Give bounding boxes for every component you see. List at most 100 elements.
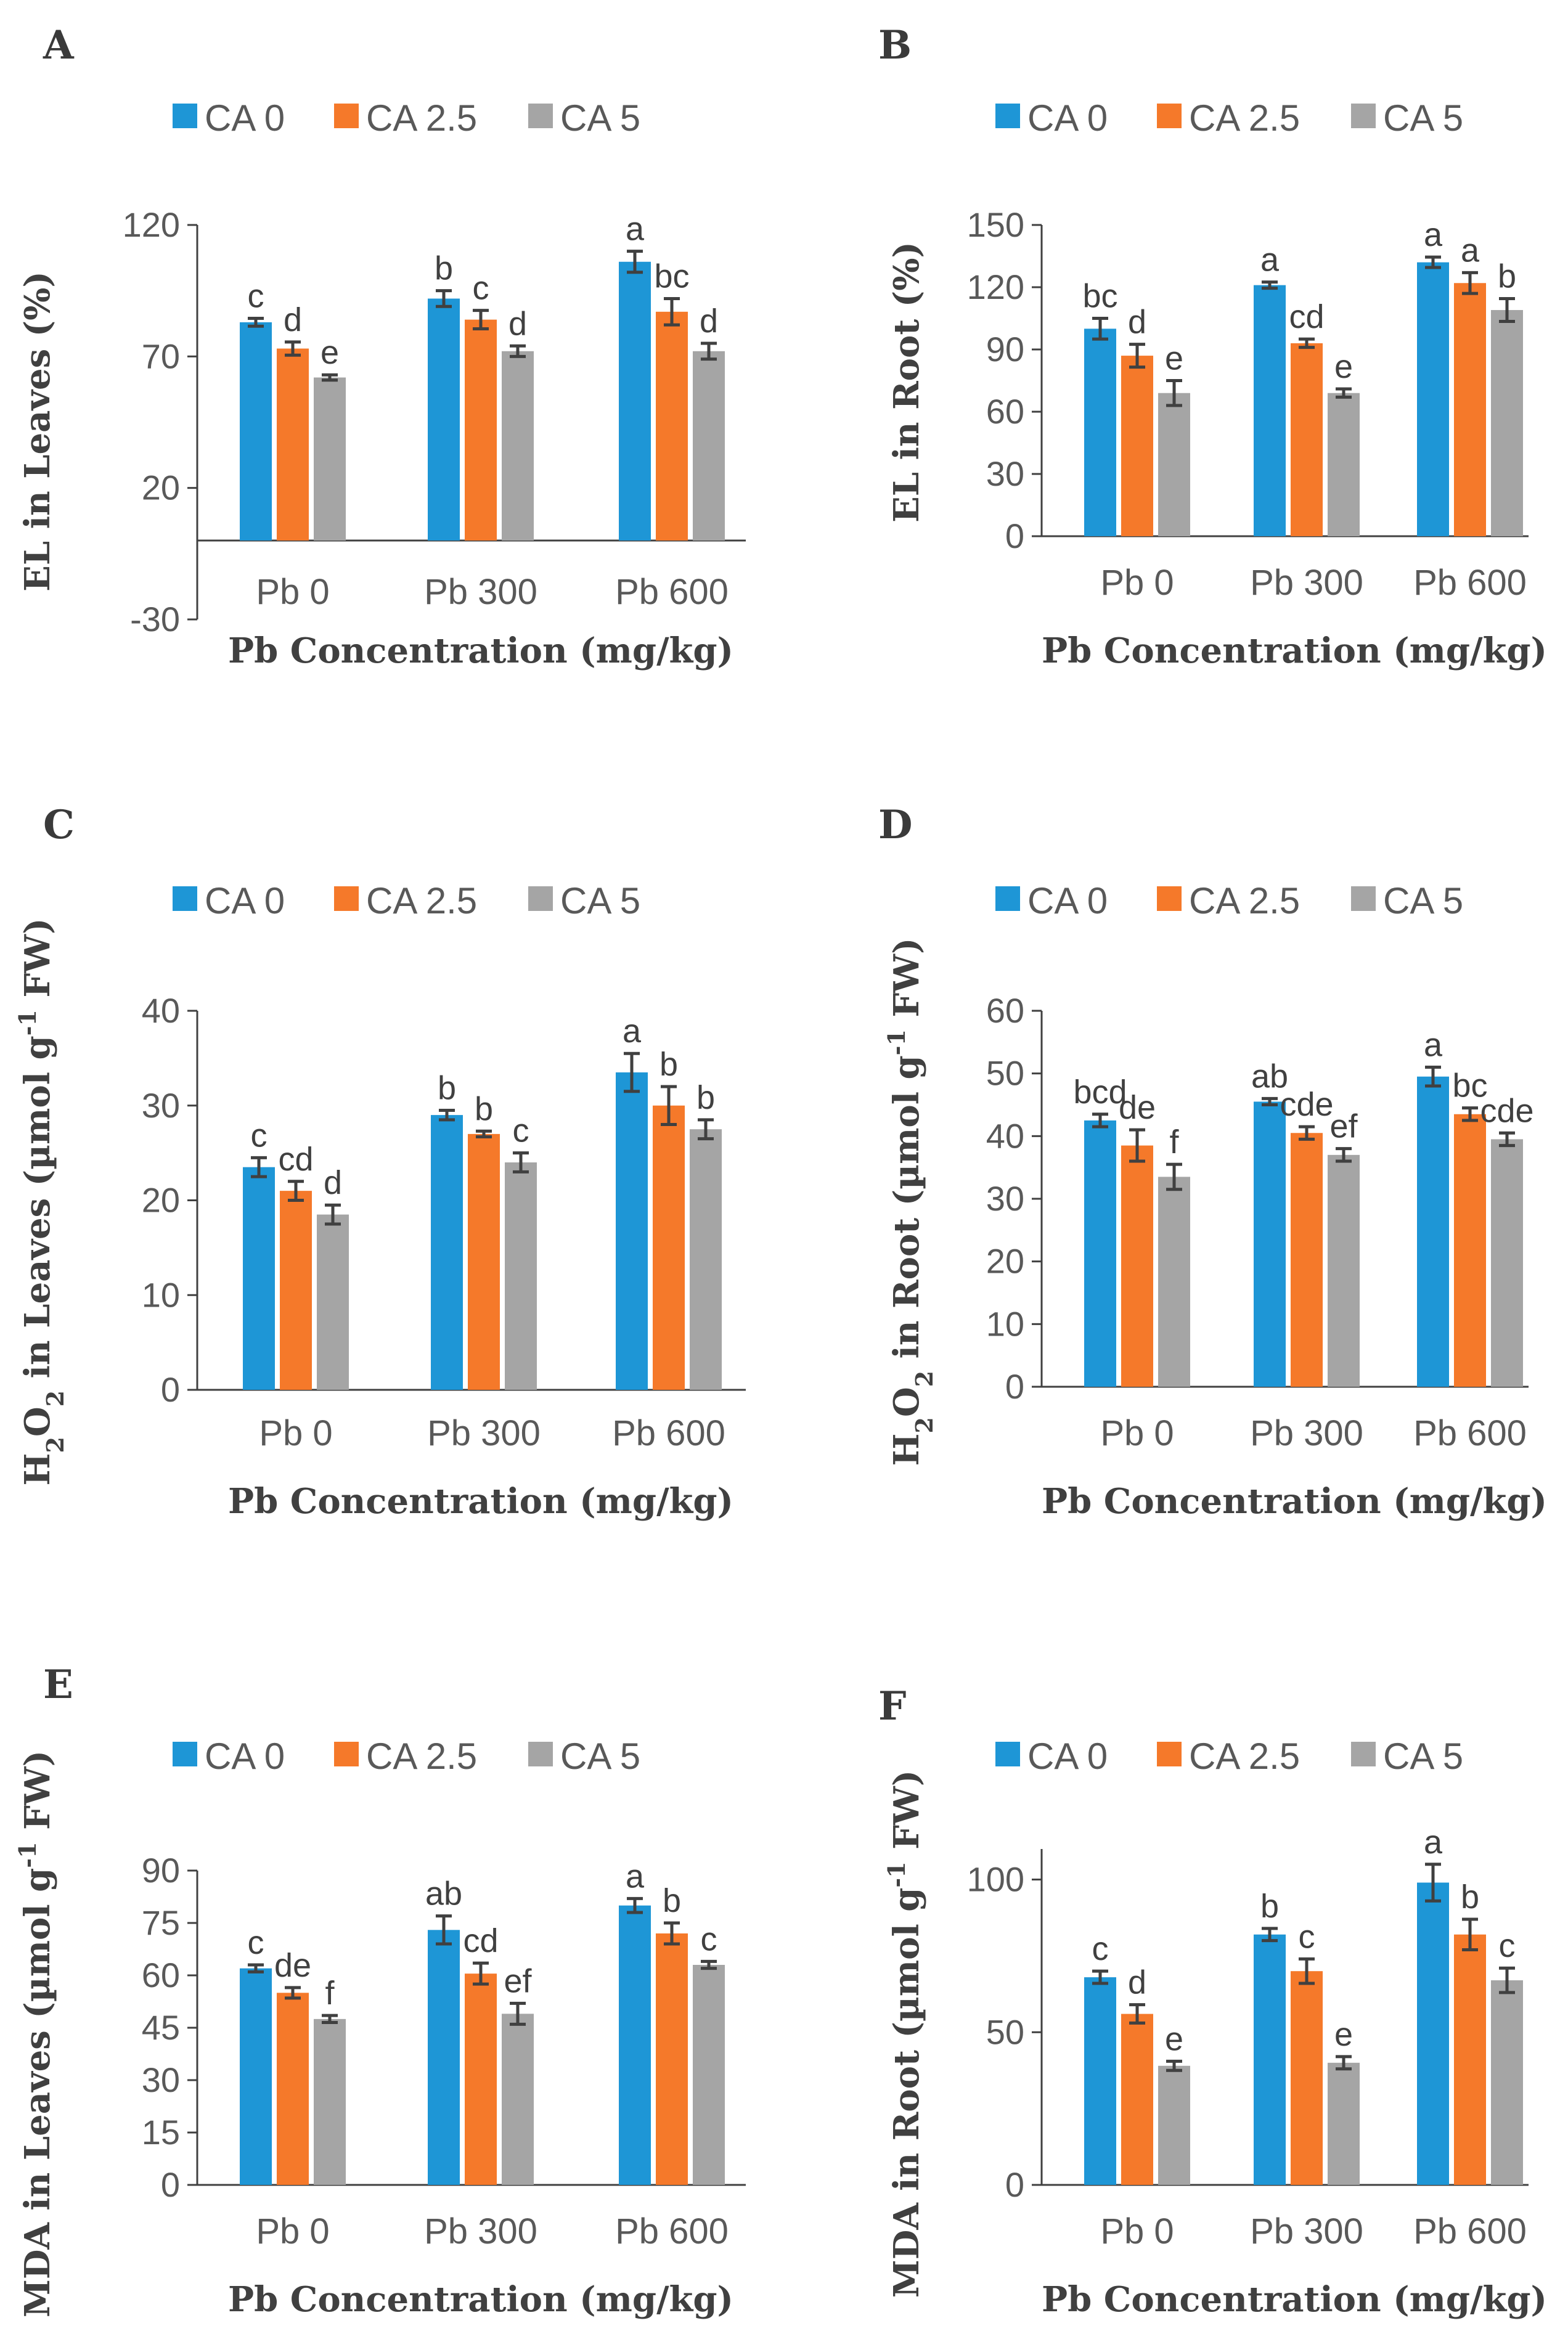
significance-label: e [321,334,339,371]
legend: CA 0 CA 2.5 CA 5 [173,97,640,139]
bar [502,2014,534,2185]
significance-label: ef [1329,1108,1358,1145]
legend-label: CA 5 [1383,1736,1463,1777]
legend-label: CA 2.5 [366,880,477,921]
x-category-label: Pb 300 [424,2211,537,2251]
panel-letter: D [878,802,913,848]
legend-swatch [1157,104,1182,128]
x-axis-title: Pb Concentration (mg/kg) [1042,2279,1547,2320]
bar [1291,343,1323,536]
significance-label: a [626,211,645,248]
y-tick-label: 20 [142,468,180,507]
bar [693,351,725,541]
bar [1254,1934,1286,2185]
y-axis-title-part: FW) [886,1770,927,1862]
x-category-label: Pb 600 [1413,1413,1527,1453]
y-axis-title-part: FW) [17,918,58,1010]
y-tick-label: 120 [967,267,1024,306]
bar [1417,1882,1449,2185]
y-axis-title-part: FW) [886,937,927,1029]
x-category-label: Pb 600 [615,572,729,612]
panel-letter: E [43,1662,73,1708]
chart-panel-b: B CA 0 CA 2.5 CA 5 0 30 60 90 120 150 Pb 0 Pb 300 Pb… [878,22,1547,671]
bar [465,319,497,541]
x-axis-title: Pb Concentration (mg/kg) [1042,1481,1547,1522]
y-tick-label: 40 [986,1116,1024,1155]
legend-swatch [995,886,1020,911]
bar [653,1105,685,1390]
legend-swatch [173,886,197,911]
y-tick-label: 15 [142,2113,180,2152]
chart-panel-c: C CA 0 CA 2.5 CA 5 0 10 20 30 40 Pb 0 Pb 300 Pb 600… [14,802,746,1522]
significance-label: b [438,1069,456,1106]
significance-label: a [1424,216,1443,253]
panel-letter: C [43,802,75,848]
legend-swatch [528,104,553,128]
y-tick-label: 90 [986,330,1024,369]
legend-swatch [528,1742,553,1766]
y-tick-label: 70 [142,337,180,375]
legend-label: CA 2.5 [1189,880,1300,921]
bar [1291,1971,1323,2185]
significance-label: c [473,270,489,307]
bar [1454,283,1486,536]
y-tick-label: 30 [142,1086,180,1125]
legend-swatch [995,1742,1020,1766]
significance-label: d [508,305,527,342]
y-tick-label: 120 [123,205,180,244]
significance-label: d [284,301,302,338]
x-axis-title: Pb Concentration (mg/kg) [228,631,733,671]
y-axis-title-part: 2 [910,1417,938,1433]
bar [619,1905,651,2185]
legend-swatch [995,104,1020,128]
significance-label: b [1461,1879,1479,1916]
significance-label: b [1260,1888,1279,1925]
y-tick-label: 50 [986,1054,1024,1093]
significance-label: e [1334,2016,1353,2053]
y-tick-label: 75 [142,1903,180,1942]
legend-swatch [1157,886,1182,911]
legend-label: CA 0 [205,97,285,139]
significance-label: a [623,1013,642,1050]
y-axis-title: EL in Leaves (%) [17,271,58,592]
y-tick-label: 20 [142,1181,180,1220]
significance-label: bc [1452,1067,1487,1104]
y-axis-title-part: 2 [41,1437,69,1453]
y-tick-label: 30 [986,454,1024,493]
bar [616,1072,648,1390]
y-axis-title-part: H [17,1453,58,1486]
y-tick-label: 50 [986,2012,1024,2051]
x-category-label: Pb 600 [1413,2211,1527,2251]
legend: CA 0 CA 2.5 CA 5 [173,1736,640,1777]
legend-swatch [528,886,553,911]
y-axis-title-part: -1 [14,1842,41,1867]
bar [314,2018,346,2185]
significance-label: cd [1289,298,1324,335]
x-axis-title: Pb Concentration (mg/kg) [228,1481,733,1522]
legend: CA 0 CA 2.5 CA 5 [173,880,640,921]
y-axis-title-part: FW) [17,1750,58,1842]
x-category-label: Pb 300 [1250,563,1363,603]
x-category-label: Pb 600 [1413,563,1527,603]
legend-label: CA 5 [560,880,640,921]
significance-label: e [1334,348,1353,385]
y-tick-label: 100 [967,1860,1024,1899]
bar [1328,1154,1360,1387]
legend-swatch [1157,1742,1182,1766]
y-tick-label: 0 [161,2165,180,2204]
legend-swatch [1351,104,1376,128]
significance-label: bc [1082,278,1117,315]
y-tick-label: 0 [1005,1367,1024,1406]
panel-letter: A [43,22,75,68]
y-tick-label: 20 [986,1242,1024,1281]
significance-label: b [435,250,453,287]
legend-label: CA 0 [205,1736,285,1777]
bar [656,311,688,541]
bar [1254,285,1286,536]
legend-label: CA 5 [1383,880,1463,921]
significance-label: e [1165,340,1183,377]
bar [428,298,460,541]
bar [1491,310,1523,536]
bar [431,1115,463,1390]
